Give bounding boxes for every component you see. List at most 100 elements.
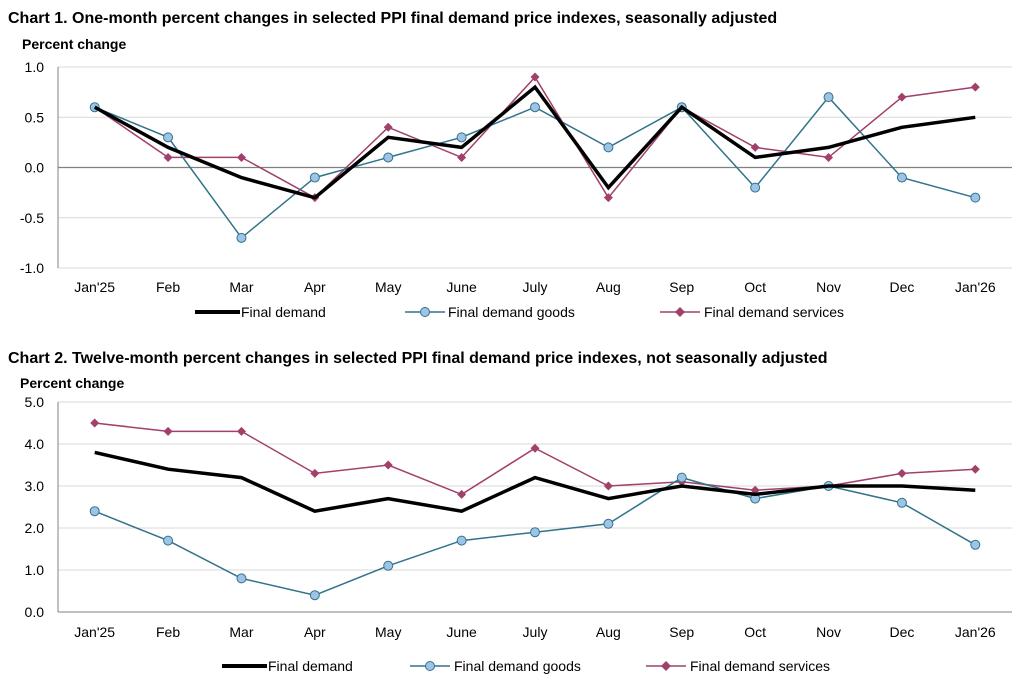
goods-point	[309, 590, 320, 601]
services-point	[236, 152, 246, 162]
y-tick-label: 5.0	[25, 394, 45, 410]
y-tick-label: 0.0	[25, 160, 45, 176]
services-point	[530, 443, 540, 453]
chart-1-y-ticks: 1.0 0.5 0.0 -0.5 -1.0	[20, 59, 44, 276]
chart-1-y-axis-label: Percent change	[22, 36, 126, 52]
chart-1-legend: Final demand Final demand goods Final de…	[195, 304, 844, 320]
y-tick-label: -0.5	[20, 210, 44, 226]
services-point	[90, 418, 100, 428]
x-tick-label: July	[523, 624, 548, 640]
x-tick-label: Mar	[229, 279, 253, 295]
legend-services-label: Final demand services	[704, 304, 844, 320]
x-tick-label: Sep	[669, 279, 694, 295]
goods-point	[896, 172, 907, 183]
y-tick-label: 4.0	[25, 436, 45, 452]
goods-point	[309, 172, 320, 183]
chart-2-title: Chart 2. Twelve-month percent changes in…	[8, 350, 828, 367]
goods-point	[896, 497, 907, 508]
services-point	[970, 82, 980, 92]
x-tick-label: Mar	[229, 624, 253, 640]
goods-point	[383, 152, 394, 163]
services-point	[897, 92, 907, 102]
services-point	[457, 489, 467, 499]
y-tick-label: 0.0	[25, 604, 45, 620]
services-point	[530, 72, 540, 82]
chart-1-title: Chart 1. One-month percent changes in se…	[8, 10, 777, 27]
series-final-demand-line	[94, 450, 976, 514]
x-tick-label: Oct	[744, 279, 766, 295]
x-tick-label: Jan'25	[74, 279, 115, 295]
legend-services-marker	[675, 307, 685, 317]
goods-point	[383, 560, 394, 571]
x-tick-label: Sep	[669, 624, 694, 640]
chart-2-y-axis-label: Percent change	[20, 375, 124, 391]
x-tick-label: Aug	[596, 279, 621, 295]
x-tick-label: July	[523, 279, 548, 295]
chart-1-x-ticks: Jan'25 Feb Mar Apr May June July Aug Sep Oct Nov De…	[74, 279, 996, 295]
legend-goods-label: Final demand goods	[448, 304, 575, 320]
goods-point	[456, 535, 467, 546]
chart-1: Chart 1. One-month percent changes in se…	[8, 10, 1012, 320]
goods-point	[163, 132, 174, 143]
chart-2: Chart 2. Twelve-month percent changes in…	[8, 350, 1012, 674]
chart-1-series	[89, 72, 981, 243]
goods-point	[236, 573, 247, 584]
goods-point	[676, 472, 687, 483]
x-tick-label: June	[446, 624, 477, 640]
chart-2-legend: Final demand Final demand goods Final de…	[222, 658, 830, 674]
series-final-demand-services-line	[94, 75, 976, 199]
goods-point	[236, 232, 247, 243]
x-tick-label: May	[375, 279, 401, 295]
goods-point	[603, 142, 614, 153]
x-tick-label: June	[446, 279, 477, 295]
x-tick-label: Jan'26	[955, 279, 996, 295]
legend-services-marker	[661, 661, 671, 671]
x-tick-label: May	[375, 624, 401, 640]
x-tick-label: Dec	[889, 624, 914, 640]
x-tick-label: Oct	[744, 624, 766, 640]
services-point	[163, 426, 173, 436]
legend-final-demand-label: Final demand	[268, 658, 353, 674]
chart-2-series	[89, 418, 981, 601]
chart-1-gridlines	[57, 66, 1012, 269]
legend-goods-marker	[425, 661, 435, 671]
goods-point	[823, 92, 834, 103]
legend-final-demand-label: Final demand	[241, 304, 326, 320]
y-tick-label: 1.0	[25, 562, 45, 578]
goods-point	[456, 132, 467, 143]
goods-point	[163, 535, 174, 546]
chart-2-y-ticks: 5.0 4.0 3.0 2.0 1.0 0.0	[25, 394, 45, 620]
y-tick-label: 0.5	[25, 109, 45, 125]
goods-point	[89, 506, 100, 517]
series-final-demand-line	[93, 84, 976, 200]
x-tick-label: Aug	[596, 624, 621, 640]
legend-goods-label: Final demand goods	[454, 658, 581, 674]
services-point	[383, 122, 393, 132]
goods-point	[530, 102, 540, 113]
goods-point	[750, 182, 761, 193]
y-tick-label: 2.0	[25, 520, 45, 536]
services-point	[163, 152, 173, 162]
goods-point	[530, 527, 540, 538]
services-point	[897, 468, 907, 478]
services-point	[383, 460, 393, 470]
services-point	[310, 468, 320, 478]
services-point	[236, 426, 246, 436]
legend-services-label: Final demand services	[690, 658, 830, 674]
chart-2-gridlines	[57, 401, 1012, 613]
series-final-demand-services-line	[94, 422, 976, 496]
y-tick-label: 3.0	[25, 478, 45, 494]
services-point	[970, 464, 980, 474]
services-point	[603, 193, 613, 203]
x-tick-label: Dec	[889, 279, 914, 295]
x-tick-label: Nov	[816, 624, 841, 640]
y-tick-label: -1.0	[20, 260, 44, 276]
services-point	[824, 152, 834, 162]
y-tick-label: 1.0	[25, 59, 45, 75]
x-tick-label: Feb	[156, 624, 180, 640]
x-tick-label: Feb	[156, 279, 180, 295]
x-tick-label: Jan'25	[74, 624, 115, 640]
services-point	[750, 142, 760, 152]
services-point	[457, 152, 467, 162]
